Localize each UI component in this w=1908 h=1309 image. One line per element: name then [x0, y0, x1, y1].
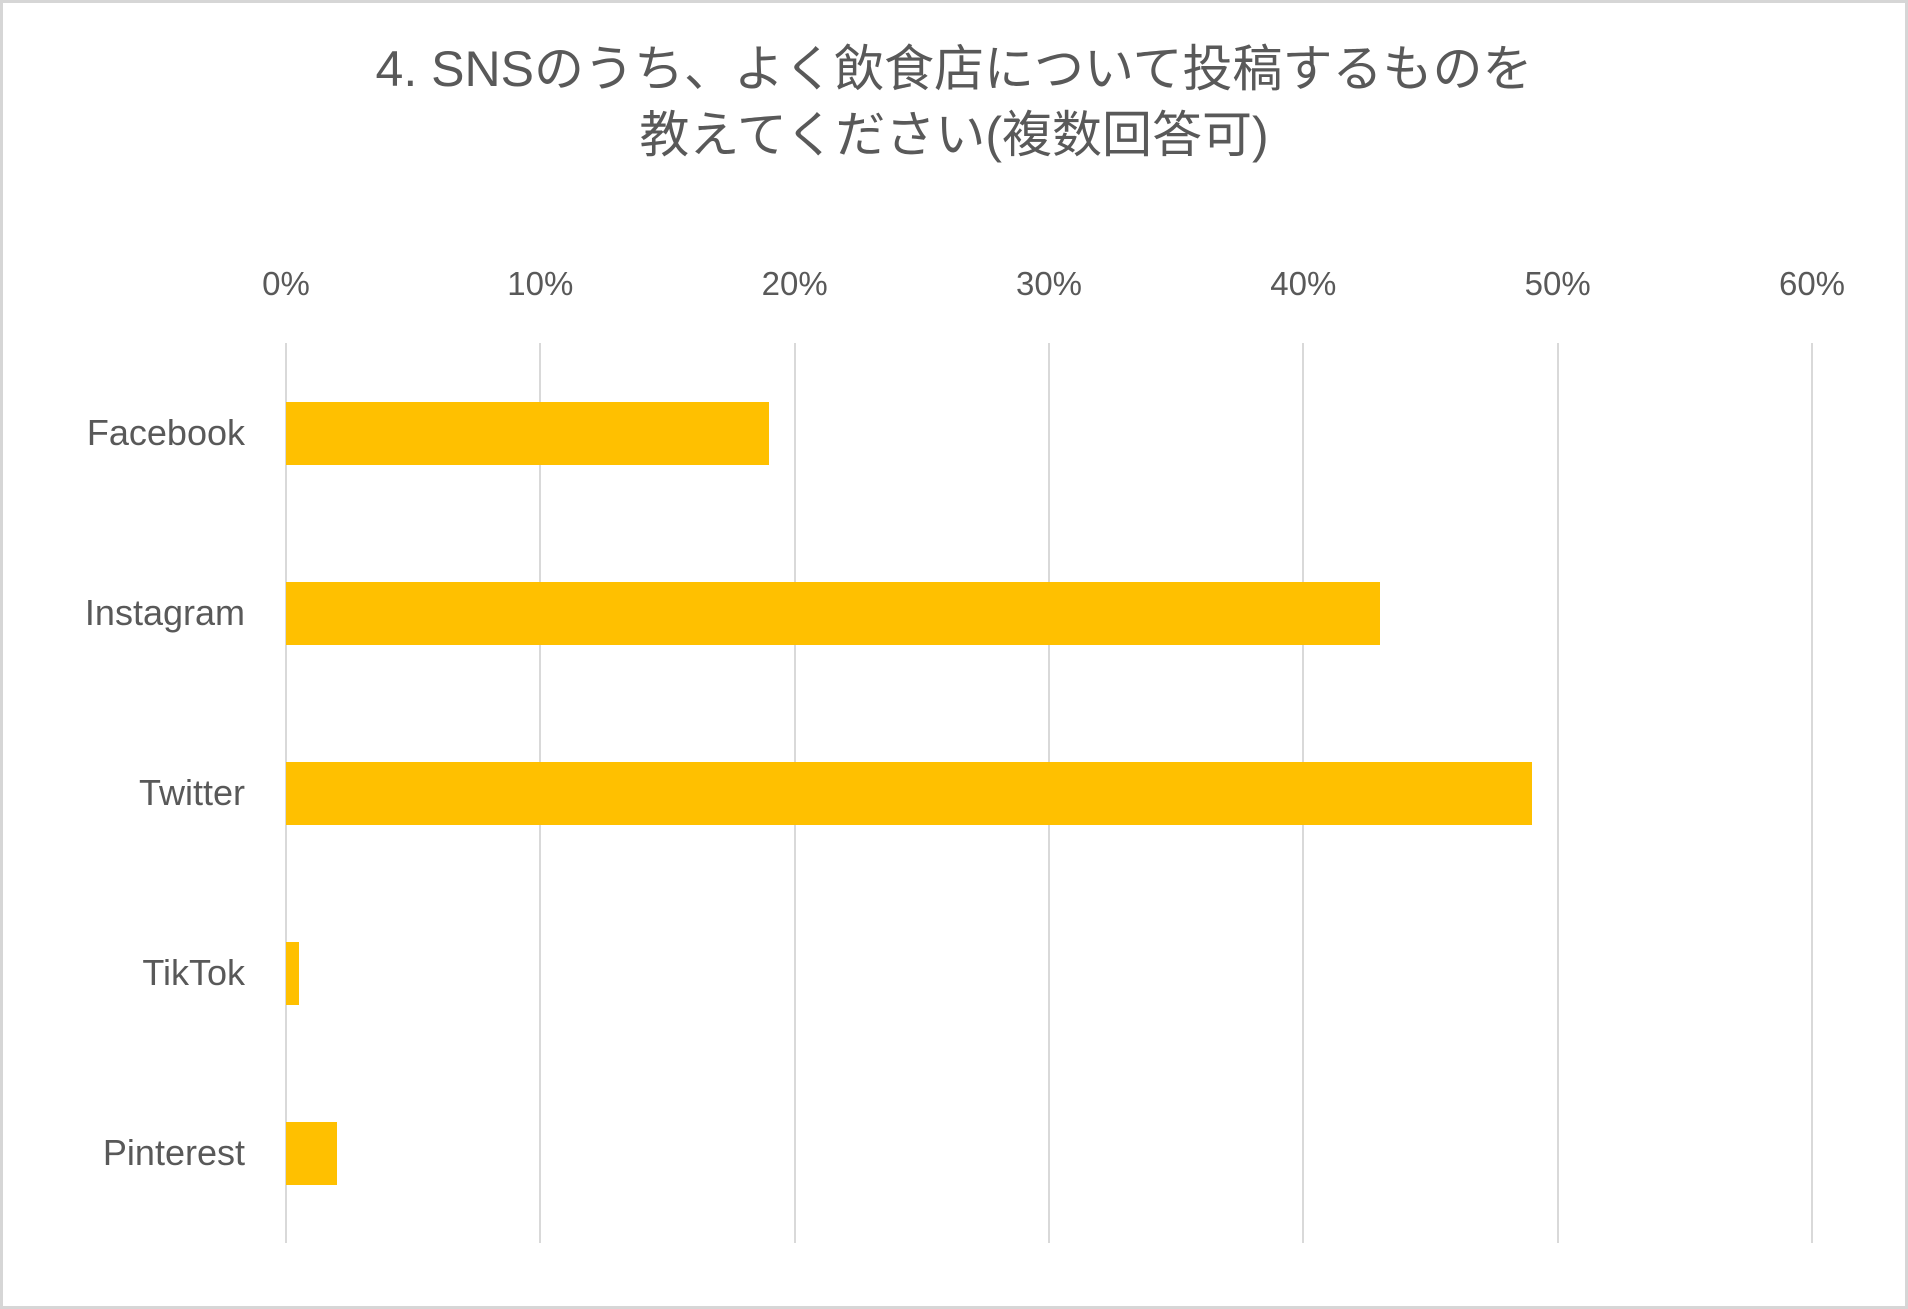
category-label-facebook: Facebook — [86, 412, 245, 453]
x-axis-tick-label: 60% — [1778, 265, 1846, 302]
bar-pinterest — [286, 1122, 337, 1185]
category-label-tiktok: TikTok — [142, 952, 245, 993]
x-axis-tick-label: 30% — [1015, 265, 1083, 302]
chart-title: 4. SNSのうち、よく飲食店について投稿するものを 教えてください(複数回答可… — [3, 36, 1905, 168]
bar-instagram — [286, 582, 1380, 645]
category-label-twitter: Twitter — [138, 772, 245, 813]
plot-area — [285, 343, 1813, 1243]
bar-facebook — [286, 402, 769, 465]
x-axis-tick-label: 20% — [761, 265, 828, 302]
bar-tiktok — [286, 942, 299, 1005]
chart-title-line-1: 4. SNSのうち、よく飲食店について投稿するものを — [375, 41, 1533, 97]
gridline — [1557, 343, 1559, 1243]
bar-twitter — [286, 762, 1532, 825]
category-label-pinterest: Pinterest — [102, 1132, 245, 1173]
gridline — [1811, 343, 1813, 1243]
category-label-instagram: Instagram — [84, 592, 245, 633]
chart-title-line-2: 教えてください(複数回答可) — [639, 107, 1269, 163]
x-axis-tick-label: 40% — [1270, 265, 1337, 302]
x-axis-tick-label: 0% — [262, 265, 310, 302]
x-axis-tick-label: 10% — [507, 265, 574, 302]
x-axis-tick-label: 50% — [1524, 265, 1591, 302]
